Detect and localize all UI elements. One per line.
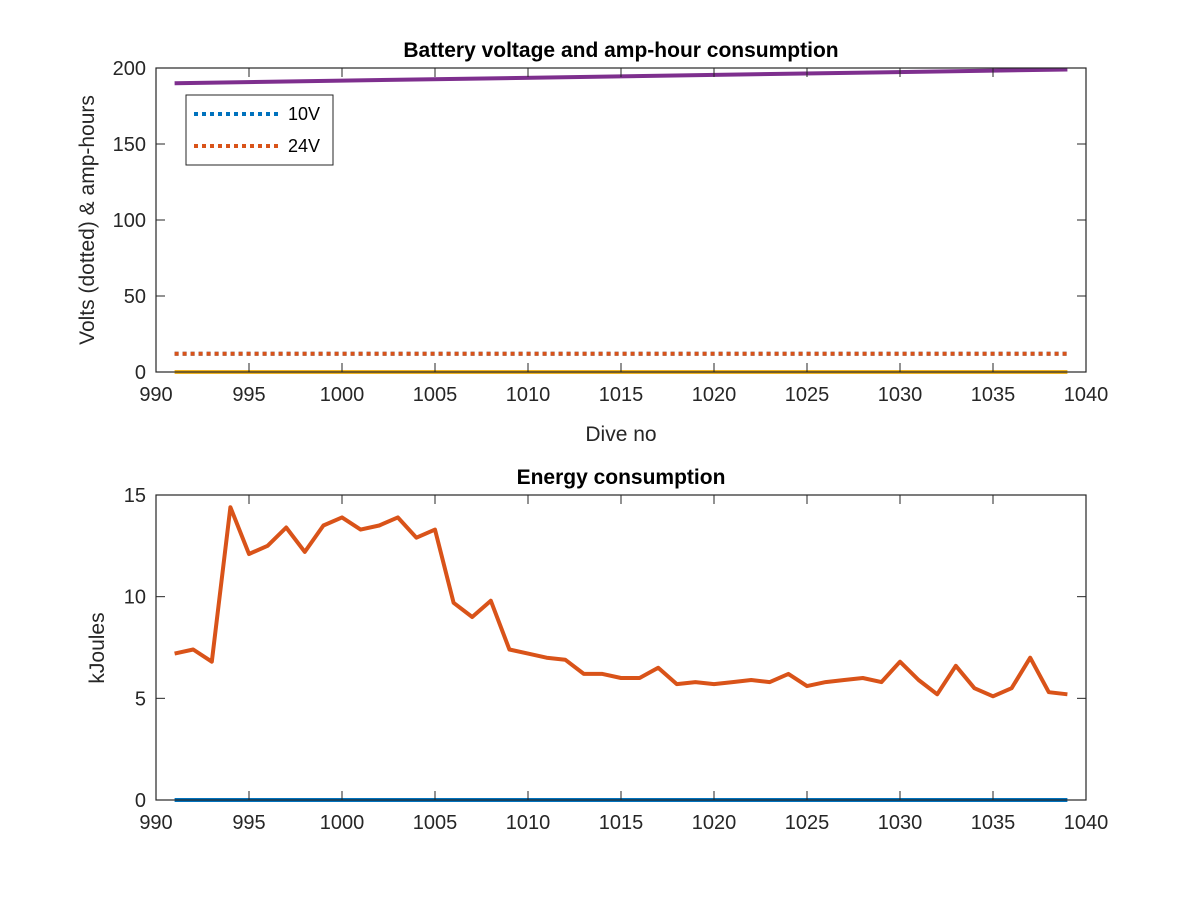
energy-x-tick-label: 995: [232, 812, 265, 834]
battery-x-tick-label: 1025: [785, 384, 830, 406]
energy-chart-title: Energy consumption: [517, 466, 726, 489]
battery-y-tick-label: 150: [113, 134, 146, 156]
energy-x-tick-label: 990: [139, 812, 172, 834]
battery-chart-title: Battery voltage and amp-hour consumption: [403, 39, 838, 62]
battery-x-tick-label: 1010: [506, 384, 551, 406]
battery-x-tick-label: 1015: [599, 384, 644, 406]
energy-x-tick-label: 1005: [413, 812, 458, 834]
legend-box: [185, 94, 334, 166]
energy-x-tick-label: 1010: [506, 812, 551, 834]
battery-x-tick-label: 1000: [320, 384, 365, 406]
energy-y-tick-label: 5: [135, 688, 146, 710]
battery-y-tick-label: 100: [113, 210, 146, 232]
battery-y-tick-label: 0: [135, 362, 146, 384]
battery-y-axis-label: Volts (dotted) & amp-hours: [76, 95, 99, 345]
energy-x-tick-label: 1030: [878, 812, 923, 834]
battery-x-tick-label: 1030: [878, 384, 923, 406]
energy-y-axis-label: kJoules: [86, 612, 109, 683]
energy-y-tick-label: 0: [135, 790, 146, 812]
battery-x-tick-label: 1005: [413, 384, 458, 406]
energy-x-tick-label: 1015: [599, 812, 644, 834]
battery-x-tick-label: 1035: [971, 384, 1016, 406]
legend-label-10v: 10V: [288, 104, 320, 124]
battery-x-axis-label: Dive no: [585, 423, 656, 446]
energy-chart: 990 995 1000 1005 1010 1015 1020 1025 1030 1035 10…: [86, 466, 1108, 834]
battery-axes-box: [155, 67, 1087, 373]
energy-x-tick-label: 1000: [320, 812, 365, 834]
energy-axis-ticks: 990 995 1000 1005 1010 1015 1020 1025 1030 1035 10…: [124, 485, 1109, 834]
energy-series-2: [174, 505, 1068, 699]
energy-y-tick-label: 10: [124, 587, 146, 609]
battery-y-tick-label: 50: [124, 286, 146, 308]
energy-x-tick-label: 1035: [971, 812, 1016, 834]
energy-x-tick-label: 1025: [785, 812, 830, 834]
energy-x-tick-label: 1020: [692, 812, 737, 834]
energy-y-tick-label: 15: [124, 485, 146, 507]
battery-x-tick-label: 1020: [692, 384, 737, 406]
battery-chart: 990 995 1000 1005 1010 1015 1020 1025 1030 1035 10…: [76, 39, 1108, 446]
legend-label-24v: 24V: [288, 136, 320, 156]
battery-x-tick-label: 995: [232, 384, 265, 406]
battery-y-tick-label: 200: [113, 58, 146, 80]
battery-x-tick-label: 1040: [1064, 384, 1109, 406]
battery-axis-ticks: 990 995 1000 1005 1010 1015 1020 1025 1030 1035 10…: [113, 58, 1109, 406]
battery-legend: 10V 24V: [185, 94, 334, 166]
energy-x-tick-label: 1040: [1064, 812, 1109, 834]
battery-x-tick-label: 990: [139, 384, 172, 406]
energy-axes-box: [155, 494, 1087, 801]
